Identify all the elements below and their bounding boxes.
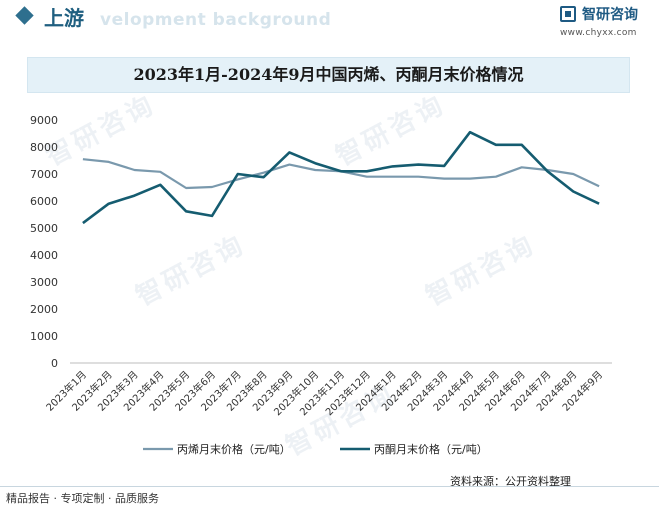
y-tick-label: 4000 (30, 249, 58, 262)
y-tick-label: 8000 (30, 141, 58, 154)
y-tick-label: 3000 (30, 276, 58, 289)
y-tick-label: 7000 (30, 168, 58, 181)
header-background-text: velopment background (100, 10, 332, 30)
data-source: 资料来源：公开资料整理 (450, 475, 571, 488)
footer-tagline: 精品报告 · 专项定制 · 品质服务 (6, 492, 159, 505)
y-tick-label: 9000 (30, 114, 58, 127)
y-tick-label: 6000 (30, 195, 58, 208)
section-title: 上游 (44, 6, 84, 30)
legend-label: 丙烯月末价格（元/吨） (177, 442, 291, 456)
chart-title: 2023年1月-2024年9月中国丙烯、丙酮月末价格情况 (133, 65, 524, 84)
logo-url: www.chyxx.com (560, 28, 637, 38)
logo-name: 智研咨询 (582, 7, 638, 23)
y-tick-label: 5000 (30, 222, 58, 235)
footer-divider (0, 486, 659, 487)
legend-label: 丙酮月末价格（元/吨） (374, 442, 488, 456)
logo-icon (560, 6, 576, 22)
series-line-acetone (82, 130, 600, 225)
y-tick-label: 2000 (30, 303, 58, 316)
y-tick-label: 1000 (30, 330, 58, 343)
page-header: 上游 velopment background 智研咨询 www.chyxx.c… (0, 0, 659, 40)
y-tick-label: 0 (51, 357, 58, 370)
chart-title-band: 2023年1月-2024年9月中国丙烯、丙酮月末价格情况 (27, 57, 630, 93)
